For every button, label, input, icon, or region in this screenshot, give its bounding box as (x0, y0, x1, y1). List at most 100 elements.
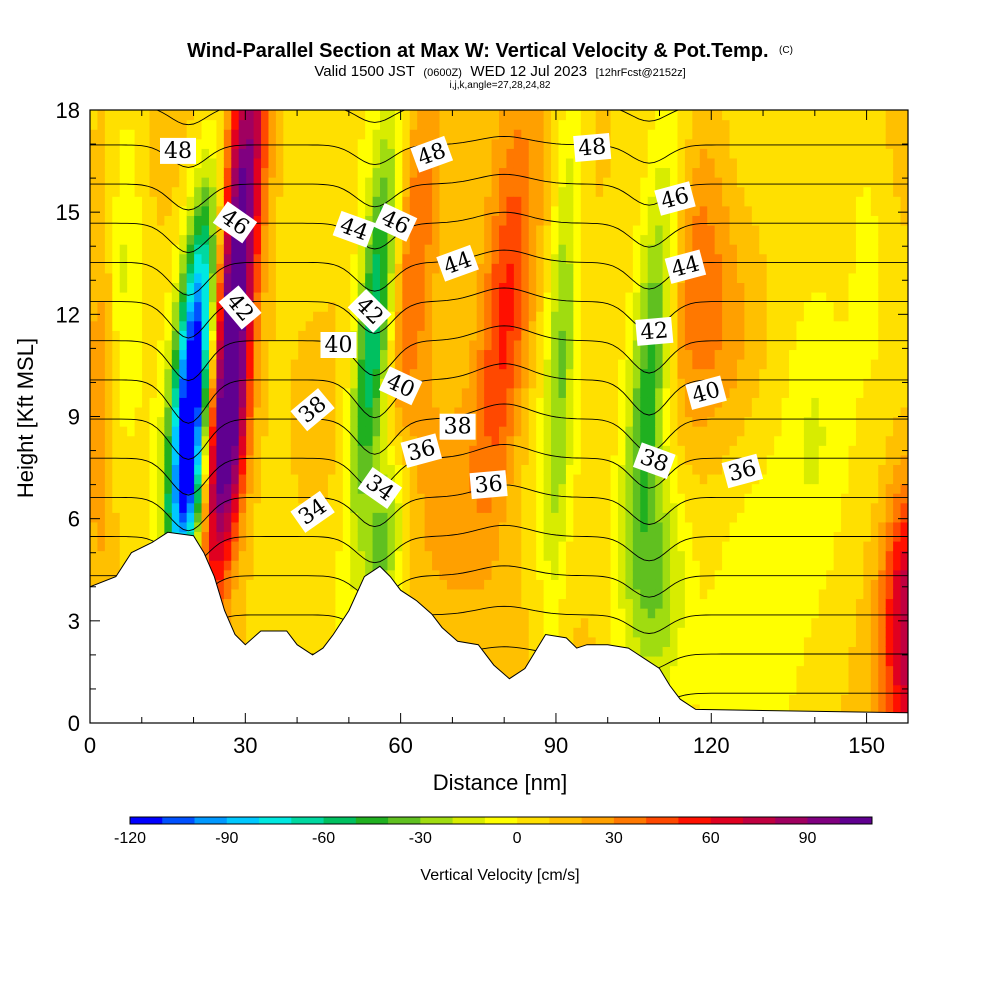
w-cell (223, 502, 232, 513)
w-cell (454, 138, 463, 149)
w-cell (327, 291, 336, 303)
w-cell (461, 636, 470, 647)
w-cell (647, 282, 656, 293)
w-cell (632, 512, 641, 523)
w-cell (194, 110, 203, 121)
w-cell (506, 416, 515, 427)
w-cell (387, 416, 396, 427)
w-cell (134, 244, 143, 255)
w-cell (551, 129, 560, 140)
w-cell (261, 224, 270, 236)
w-cell (603, 157, 612, 169)
w-cell (647, 579, 656, 590)
w-cell (112, 224, 121, 236)
w-cell (261, 311, 270, 322)
w-cell (305, 205, 314, 216)
w-cell (119, 263, 128, 274)
w-cell (528, 234, 537, 245)
w-cell (119, 339, 128, 351)
w-cell (595, 435, 604, 446)
w-cell (246, 435, 255, 446)
w-cell (439, 349, 448, 360)
w-cell (432, 368, 441, 379)
w-cell (305, 196, 314, 207)
w-cell (134, 502, 143, 513)
w-cell (394, 406, 403, 418)
w-cell (655, 148, 664, 159)
w-cell (380, 426, 389, 437)
w-cell (558, 521, 567, 533)
w-cell (134, 445, 143, 456)
w-cell (469, 521, 478, 533)
w-cell (97, 445, 106, 456)
w-cell (90, 387, 99, 398)
w-cell (573, 550, 582, 561)
w-cell (283, 617, 292, 628)
w-cell (171, 416, 180, 427)
w-cell (521, 569, 530, 580)
w-cell (484, 512, 493, 523)
w-cell (647, 253, 656, 264)
w-cell (625, 282, 634, 293)
w-cell (305, 359, 314, 370)
w-cell (313, 339, 322, 351)
w-cell (551, 560, 560, 571)
w-cell (499, 435, 508, 446)
w-cell (90, 291, 99, 303)
w-cell (223, 320, 232, 331)
w-cell (231, 129, 240, 140)
w-cell (142, 397, 151, 408)
w-cell (439, 330, 448, 341)
w-cell (127, 359, 136, 370)
w-cell (231, 196, 240, 207)
w-cell (394, 464, 403, 475)
w-cell (253, 464, 262, 475)
w-cell (164, 397, 173, 408)
w-cell (253, 416, 262, 427)
w-cell (268, 521, 277, 533)
w-cell (417, 339, 426, 351)
w-cell (499, 368, 508, 379)
w-cell (484, 646, 493, 657)
w-cell (565, 493, 574, 504)
w-cell (104, 378, 113, 389)
w-cell (283, 330, 292, 341)
w-cell (640, 138, 649, 149)
w-cell (253, 569, 262, 580)
w-cell (394, 502, 403, 513)
w-cell (424, 588, 433, 600)
w-cell (610, 387, 619, 398)
w-cell (484, 541, 493, 552)
w-cell (588, 464, 597, 475)
w-cell (506, 541, 515, 552)
w-cell (313, 617, 322, 628)
w-cell (149, 186, 158, 197)
w-cell (216, 368, 225, 379)
w-cell (476, 588, 485, 600)
w-cell (506, 445, 515, 456)
grid-indices: i,j,k,angle=27,28,24,82 (450, 80, 551, 91)
w-cell (112, 253, 121, 264)
w-cell (298, 110, 307, 121)
w-cell (640, 636, 649, 647)
w-cell (424, 512, 433, 523)
w-cell (342, 167, 351, 178)
w-cell (543, 473, 552, 485)
w-cell (380, 110, 389, 121)
w-cell (268, 157, 277, 169)
w-cell (357, 387, 366, 398)
w-cell (112, 157, 121, 169)
w-cell (90, 550, 99, 561)
w-cell (588, 550, 597, 561)
w-cell (640, 272, 649, 284)
w-cell (603, 531, 612, 542)
w-cell (625, 406, 634, 418)
w-cell (268, 608, 277, 619)
w-cell (313, 636, 322, 647)
w-cell (216, 167, 225, 178)
w-cell (588, 521, 597, 533)
w-cell (194, 406, 203, 418)
w-cell (513, 330, 522, 341)
w-cell (446, 435, 455, 446)
w-cell (439, 186, 448, 197)
